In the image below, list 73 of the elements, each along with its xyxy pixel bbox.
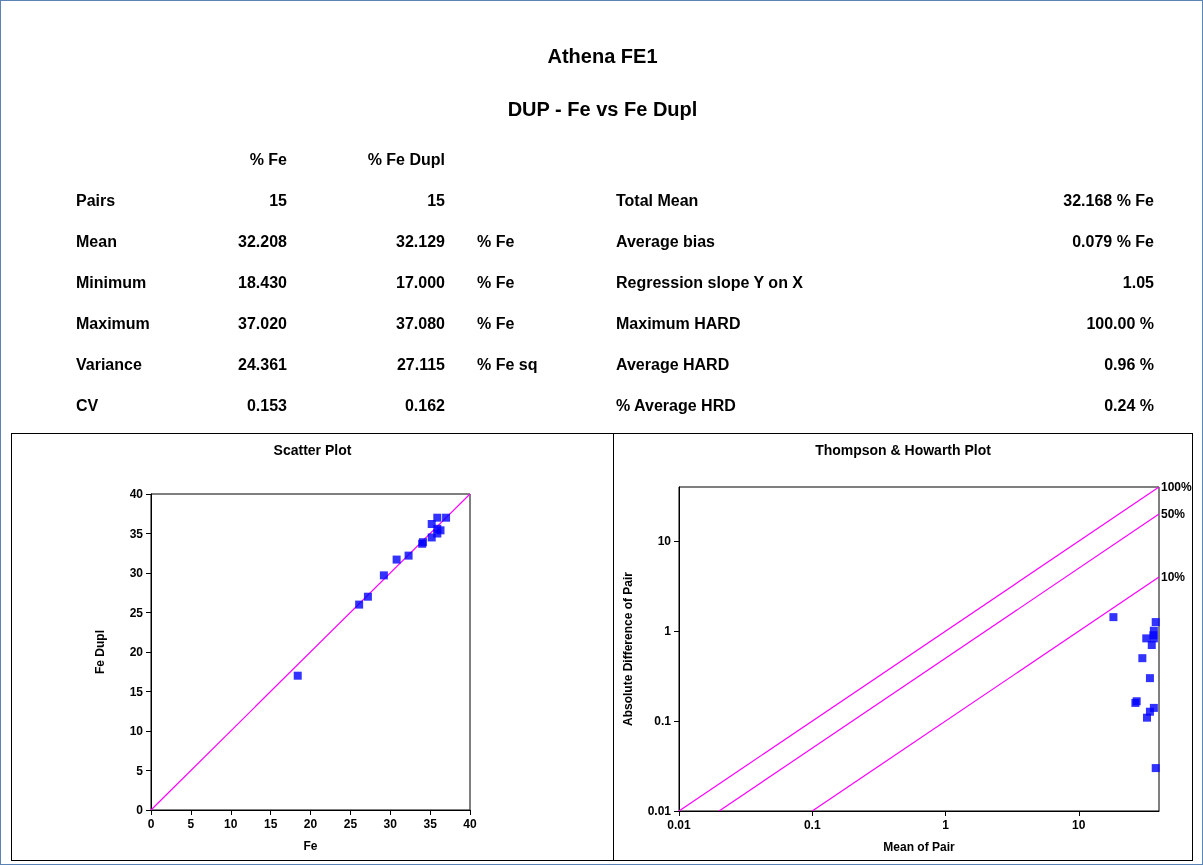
y-tick-label: 5 [136, 763, 144, 778]
x-tick-label: 35 [423, 817, 438, 831]
y-tick-label: 10 [657, 534, 672, 549]
text: 32.168 % Fe [1063, 192, 1154, 210]
y-tick-label: 30 [129, 566, 144, 580]
text: 1.05 [1122, 274, 1154, 292]
text: % Average HRD [616, 397, 736, 415]
y-tick-label: 35 [129, 526, 144, 541]
x-tick-label: 20 [303, 817, 318, 831]
text: 0.153 [246, 397, 287, 415]
text: Athena FE1 [546, 45, 659, 68]
x-tick-label: 0.1 [803, 818, 821, 832]
x-tick-label: 25 [343, 817, 358, 831]
text: 32.208 [238, 233, 287, 251]
text: CV [76, 397, 99, 415]
chart-title: Scatter Plot [273, 442, 352, 458]
text: Total Mean [616, 192, 699, 210]
text: 0.079 % Fe [1072, 233, 1154, 251]
x-tick-label: 0.01 [667, 818, 691, 832]
text: % Fe [477, 233, 515, 251]
text: Minimum [76, 274, 147, 292]
text: 27.115 [396, 356, 445, 374]
x-tick-label: 15 [263, 817, 278, 831]
text: 17.000 [396, 274, 445, 292]
x-tick-label: 30 [383, 817, 398, 831]
y-tick-label: 10 [129, 724, 144, 738]
series-label: 50% [1161, 507, 1186, 522]
text: Regression slope Y on X [616, 274, 804, 292]
x-tick-label: 1 [942, 818, 950, 832]
text: Mean [76, 233, 117, 251]
text: 0.96 % [1104, 356, 1154, 374]
text: Average HARD [616, 356, 730, 374]
text: 24.361 [238, 356, 287, 374]
y-tick-label: 40 [129, 487, 144, 501]
text: % Fe [477, 315, 515, 333]
x-tick-label: 5 [187, 817, 195, 831]
text: % Fe [249, 151, 287, 169]
text: 37.020 [238, 315, 287, 333]
text: Maximum [76, 315, 150, 333]
text: 15 [427, 192, 445, 210]
y-axis-title: Absolute Difference of Pair [621, 571, 635, 727]
text: 100.00 % [1086, 315, 1154, 333]
chart-title: Thompson & Howarth Plot [815, 442, 992, 458]
text: Pairs [76, 192, 116, 210]
y-tick-label: 20 [129, 645, 144, 659]
text: 0.162 [404, 397, 445, 415]
text: 18.430 [238, 274, 287, 292]
text: DUP - Fe vs Fe Dupl [506, 98, 699, 121]
x-tick-label: 10 [1072, 818, 1086, 832]
x-tick-label: 10 [224, 817, 238, 831]
x-tick-label: 40 [463, 817, 477, 831]
series-label: 100% [1161, 480, 1193, 494]
text: 37.080 [396, 315, 445, 333]
text: Variance [76, 356, 142, 374]
text: 15 [269, 192, 287, 210]
y-tick-label: 1 [664, 624, 672, 639]
y-tick-label: 0.01 [647, 804, 672, 818]
text: 0.24 % [1104, 397, 1154, 415]
y-tick-label: 0.1 [654, 714, 672, 729]
text: 32.129 [396, 233, 445, 251]
text: % Fe Dupl [367, 151, 445, 169]
text: Average bias [616, 233, 716, 251]
x-axis-title: Mean of Pair [883, 840, 955, 854]
x-axis-title: Fe [303, 839, 318, 853]
y-tick-label: 15 [129, 684, 144, 699]
text: % Fe sq [477, 356, 538, 374]
x-tick-label: 0 [147, 817, 155, 831]
y-tick-label: 0 [136, 803, 144, 817]
y-tick-label: 25 [129, 605, 144, 620]
series-label: 10% [1161, 569, 1186, 584]
text: Maximum HARD [616, 315, 741, 333]
text: % Fe [477, 274, 515, 292]
y-axis-title: Fe Dupl [93, 630, 107, 674]
